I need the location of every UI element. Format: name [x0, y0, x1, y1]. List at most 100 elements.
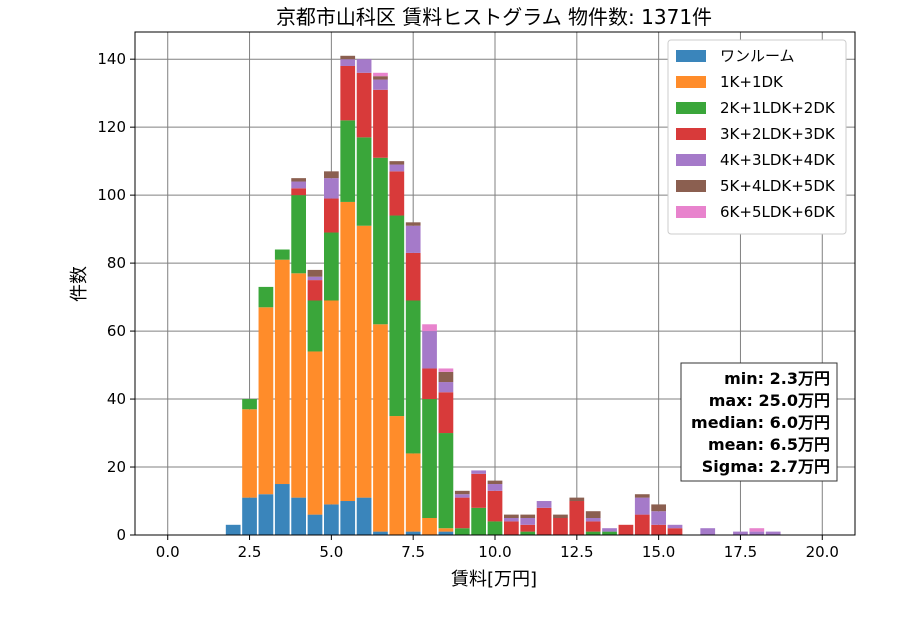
bar-series5	[438, 382, 454, 393]
bar-series7	[422, 324, 437, 332]
bar-series1	[274, 484, 290, 535]
bar-series2	[373, 324, 388, 532]
x-tick-label: 10.0	[478, 543, 511, 561]
bar-series5	[667, 524, 683, 529]
legend-swatch	[676, 76, 706, 88]
legend-label: 3K+2LDK+3DK	[720, 125, 836, 143]
bar-series3	[520, 531, 536, 535]
bar-series5	[389, 164, 405, 172]
legend-swatch	[676, 50, 706, 62]
bar-series4	[324, 198, 339, 233]
x-tick-label: 12.5	[560, 543, 593, 561]
bar-series6	[569, 497, 585, 502]
x-axis-title: 賃料[万円]	[451, 569, 537, 590]
x-tick-label: 15.0	[642, 543, 675, 561]
legend-swatch	[676, 154, 706, 166]
bar-series4	[438, 392, 454, 434]
bar-series6	[504, 514, 519, 519]
bar-series7	[373, 72, 388, 77]
legend-label: ワンルーム	[720, 47, 795, 65]
stats-box-frame	[680, 362, 838, 482]
bar-series5	[585, 518, 601, 522]
bar-series2	[356, 225, 372, 498]
bar-series3	[373, 157, 388, 325]
y-tick-label: 140	[97, 50, 126, 68]
bar-series5	[765, 531, 781, 535]
bar-series5	[324, 178, 339, 199]
legend-swatch	[676, 102, 706, 114]
bar-series3	[274, 249, 290, 260]
bar-series6	[389, 161, 405, 165]
bar-series5	[749, 531, 765, 535]
bar-series5	[405, 225, 421, 253]
bar-series6	[405, 222, 421, 226]
bar-series4	[520, 524, 536, 532]
bar-series5	[733, 531, 748, 535]
bar-series4	[651, 524, 666, 535]
x-tick-label: 7.5	[401, 543, 425, 561]
bar-series4	[405, 252, 421, 301]
bar-series3	[422, 399, 437, 519]
bar-series3	[307, 300, 323, 352]
bar-series5	[307, 276, 323, 281]
bar-series4	[504, 521, 519, 535]
bar-series6	[651, 504, 666, 512]
bar-series5	[356, 59, 372, 73]
bar-series2	[389, 416, 405, 535]
bar-series6	[487, 480, 503, 485]
x-tick-label: 5.0	[319, 543, 343, 561]
bar-series3	[405, 300, 421, 454]
bar-series2	[307, 351, 323, 515]
legend-swatch	[676, 206, 706, 218]
bar-series4	[291, 188, 306, 196]
bar-series6	[585, 511, 601, 519]
bar-series4	[454, 497, 470, 529]
y-tick-label: 80	[107, 254, 126, 272]
bar-series4	[356, 72, 372, 138]
bar-series4	[307, 280, 323, 301]
x-axis-ticks: 0.0 2.5 5.0 7.5 10.0 12.5 15.0 17.5 20.0	[156, 535, 839, 561]
bar-series2	[340, 201, 356, 502]
legend-label: 2K+1LDK+2DK	[720, 99, 836, 117]
bar-series1	[438, 531, 454, 535]
bar-series4	[340, 65, 356, 121]
bar-series1	[405, 531, 421, 535]
bar-series2	[291, 273, 306, 498]
bar-series6	[438, 371, 454, 383]
bar-series4	[667, 528, 683, 535]
bar-series6	[373, 76, 388, 80]
bar-series5	[602, 528, 617, 532]
bar-series2	[258, 307, 274, 495]
chart-title: 京都市山科区 賃料ヒストグラム 物件数: 1371件	[276, 5, 712, 29]
bar-series1	[307, 514, 323, 535]
bar-series5	[520, 518, 536, 525]
y-tick-label: 0	[116, 526, 126, 544]
bar-series5	[634, 497, 650, 515]
bar-series1	[258, 494, 274, 535]
bar-series5	[422, 331, 437, 369]
stats-max: max: 25.0万円	[709, 391, 830, 410]
bar-series3	[356, 137, 372, 226]
bar-series4	[471, 473, 486, 508]
y-axis-ticks: 0 20 40 60 80 100 120 140	[97, 50, 135, 544]
bar-series6	[634, 494, 650, 498]
bar-series3	[471, 507, 486, 535]
bar-series4	[487, 490, 503, 522]
bar-series4	[389, 171, 405, 216]
bar-series5	[651, 511, 666, 525]
bar-series1	[225, 524, 241, 535]
legend-swatch	[676, 128, 706, 140]
bar-series5	[471, 470, 486, 474]
legend-frame	[667, 39, 847, 235]
bar-series2	[422, 518, 437, 535]
bar-series6	[340, 55, 356, 60]
bar-series3	[602, 531, 617, 535]
bar-series7	[749, 528, 765, 532]
bar-series4	[373, 89, 388, 158]
bar-series3	[324, 232, 339, 301]
stats-box: min: 2.3万円 max: 25.0万円 median: 6.0万円 mea…	[680, 362, 838, 482]
bar-series4	[553, 518, 568, 535]
bar-series4	[618, 524, 634, 535]
bar-series3	[454, 528, 470, 535]
bar-series2	[405, 453, 421, 532]
